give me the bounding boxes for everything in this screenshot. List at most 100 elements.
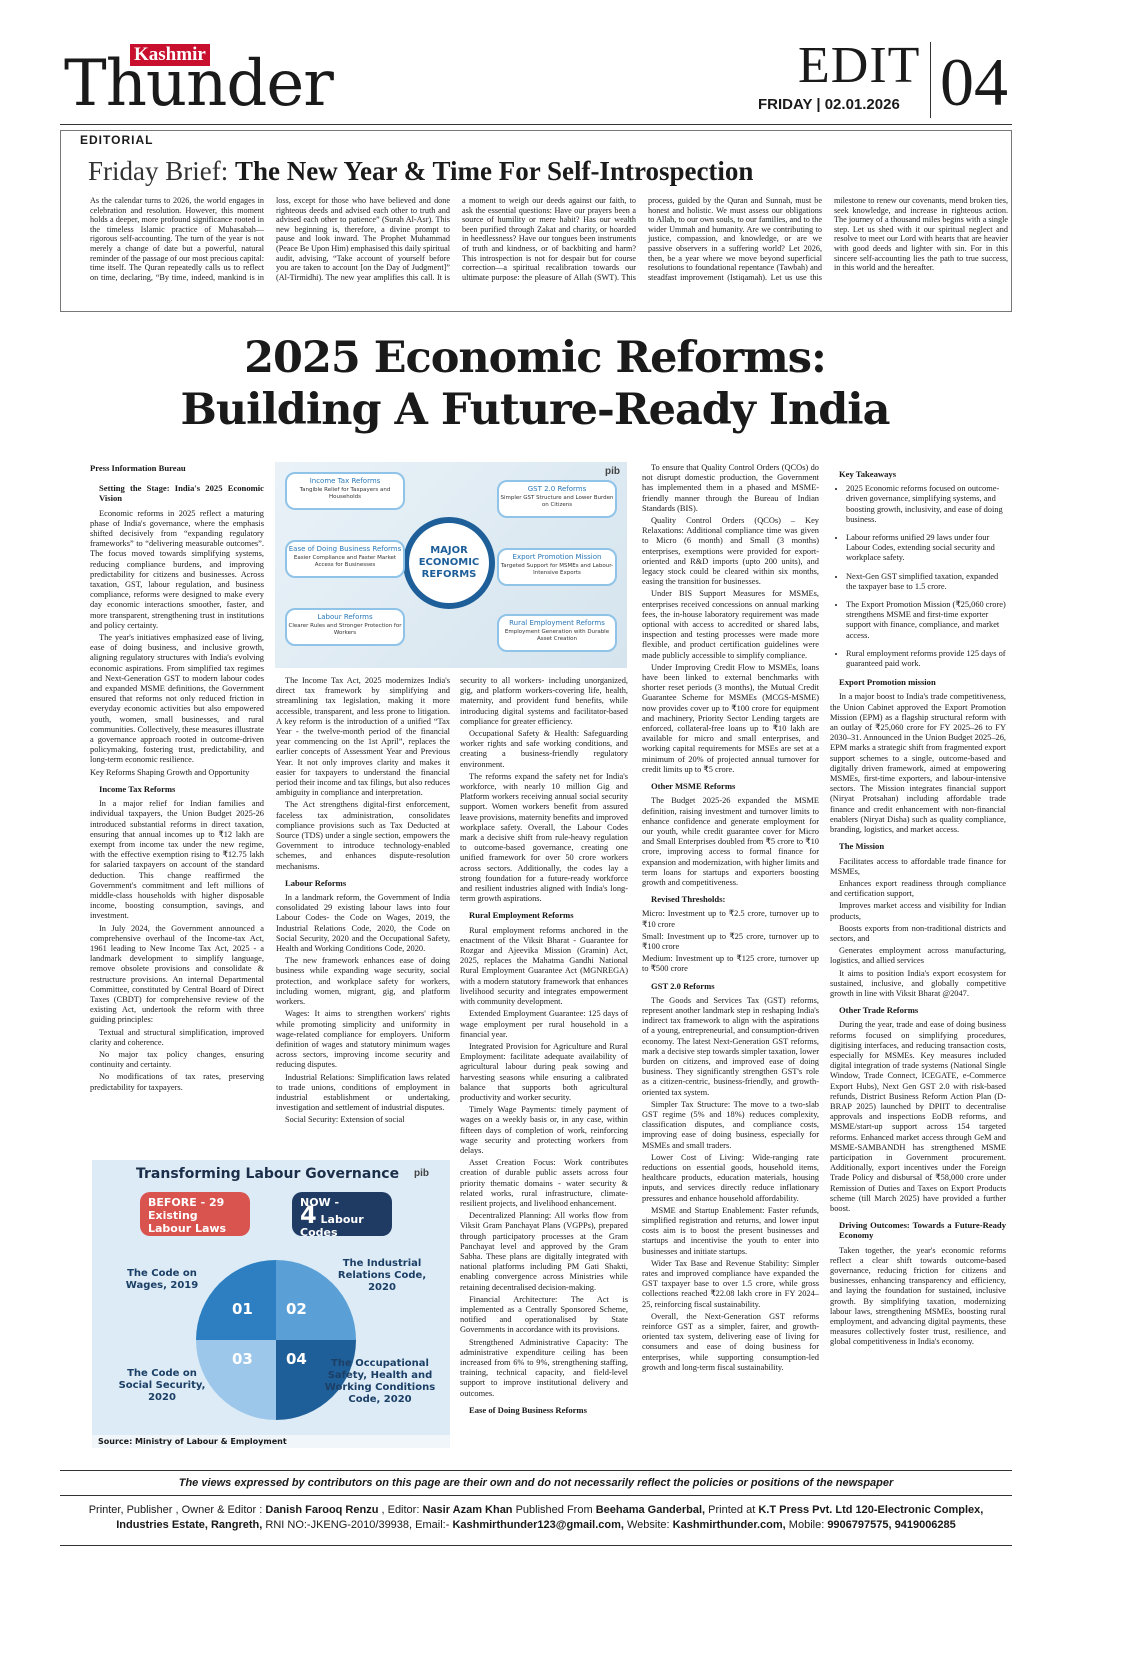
rule	[60, 1470, 1012, 1471]
editorial-box	[60, 130, 1012, 312]
subheading: Driving Outcomes: Towards a Future-Ready…	[839, 1220, 1006, 1241]
bullet: Next-Gen GST simplified taxation, expand…	[846, 572, 1006, 592]
paragraph: Integrated Provision for Agriculture and…	[460, 1041, 628, 1102]
paragraph: Overall, the Next-Generation GST reforms…	[642, 1311, 819, 1372]
paragraph: Simpler Tax Structure: The move to a two…	[642, 1099, 819, 1150]
hub: MAJOR ECONOMIC REFORMS	[403, 517, 495, 609]
paragraph: Rural employment reforms anchored in the…	[460, 925, 628, 1007]
code-number: 01	[232, 1300, 253, 1318]
title-prefix: Friday Brief:	[88, 156, 229, 186]
paragraph: Generates employment across manufacturin…	[830, 946, 1006, 966]
section-name: EDIT	[798, 37, 921, 94]
subheading: Key Takeaways	[839, 469, 897, 479]
paragraph: Extended Employment Guarantee: 125 days …	[460, 1009, 628, 1039]
code-name: The Code on Social Security, 2020	[118, 1368, 206, 1403]
imprint-text: Printed at	[705, 1504, 759, 1516]
subheading: Rural Employment Reforms	[469, 910, 574, 921]
headline-line: Building A Future-Ready India	[180, 385, 891, 435]
paragraph: In a landmark reform, the Government of …	[276, 893, 450, 954]
imprint-text: Printer, Publisher , Owner & Editor :	[88, 1504, 266, 1516]
paragraph: Decentralized Planning: All works flow f…	[460, 1211, 628, 1292]
now-prefix: NOW -	[300, 1196, 340, 1209]
column: The Income Tax Act, 2025 modernizes Indi…	[276, 676, 450, 1451]
quadrant	[196, 1260, 276, 1340]
reform-title: Export Promotion Mission	[512, 553, 602, 561]
paragraph: No major tax policy changes, ensuring co…	[90, 1049, 264, 1070]
code-name: The Occupational Safety, Health and Work…	[324, 1358, 436, 1405]
reform-subtitle: Tangible Relief for Taxpayers and Househ…	[299, 487, 391, 500]
paragraph: Textual and structural simplification, i…	[90, 1027, 264, 1047]
rule	[60, 1495, 1012, 1496]
paragraph: The new framework enhances ease of doing…	[276, 956, 450, 1007]
paragraph: Social Security: Extension of social	[285, 1115, 405, 1125]
paragraph: Quality Control Orders (QCOs) – Key Rela…	[642, 516, 819, 587]
page-number: 04	[940, 44, 1008, 120]
paragraph: Lower Cost of Living: Wide-ranging rate …	[642, 1152, 819, 1203]
reforms-infographic: MAJOR ECONOMIC REFORMS pib Income Tax Re…	[275, 462, 627, 668]
byline: Press Information Bureau	[90, 463, 186, 473]
imprint-text: K.T Press Pvt. Ltd 120-Electronic Comple…	[758, 1504, 984, 1516]
brand: Thunder	[64, 47, 334, 121]
imprint-text: Danish Farooq Renzu	[265, 1504, 379, 1516]
editorial-text: As the calendar turns to 2026, the world…	[90, 196, 1008, 282]
paragraph: Wider Tax Base and Revenue Stability: Si…	[642, 1258, 819, 1309]
rule	[60, 124, 1012, 125]
imprint-text: Beehama Ganderbal,	[595, 1504, 706, 1516]
imprint-text: Kashmirthunder123@gmail.com,	[452, 1519, 624, 1531]
before-badge: BEFORE - 29 Existing Labour Laws	[140, 1192, 250, 1236]
reform-title: GST 2.0 Reforms	[527, 485, 587, 493]
paragraph: During the year, trade and ease of doing…	[830, 1020, 1006, 1213]
paragraph: Key Reforms Shaping Growth and Opportuni…	[90, 767, 250, 777]
subheading: Ease of Doing Business Reforms	[469, 1404, 587, 1415]
column: Press Information Bureau Setting the Sta…	[90, 463, 264, 1155]
bullet: 2025 Economic reforms focused on outcome…	[846, 484, 1006, 525]
reform-subtitle: Easier Compliance and Faster Market Acce…	[293, 555, 397, 568]
imprint-text: Website:	[623, 1519, 673, 1531]
paragraph: Facilitates access to affordable trade f…	[830, 856, 1006, 876]
imprint-text: , Editor:	[378, 1504, 423, 1516]
quadrant	[276, 1260, 356, 1340]
paragraph: security to all workers- including unorg…	[460, 676, 628, 726]
reform-subtitle: Clearer Rules and Stronger Protection fo…	[288, 623, 402, 636]
column: security to all workers- including unorg…	[460, 676, 628, 1461]
headline: 2025 Economic Reforms: Building A Future-…	[60, 332, 1010, 436]
paragraph: In a major relief for Indian families an…	[90, 799, 264, 921]
column: To ensure that Quality Control Orders (Q…	[642, 463, 819, 1461]
paragraph: The Income Tax Act, 2025 modernizes Indi…	[276, 676, 450, 798]
imprint-text: Mobile:	[785, 1519, 828, 1531]
reform-box: Income Tax Reforms Tangible Relief for Ta…	[285, 472, 405, 510]
imprint-text: RNI NO:-JKENG-2010/39938, Email:-	[262, 1519, 453, 1531]
paragraph: Under Improving Credit Flow to MSMEs, lo…	[642, 662, 819, 774]
subheading: Export Promotion mission	[839, 677, 936, 688]
reform-subtitle: Employment Generation with Durable Asset…	[504, 629, 610, 642]
now-number: 4	[300, 1201, 317, 1229]
paragraph: The Goods and Services Tax (GST) reforms…	[642, 995, 819, 1097]
quadrants	[196, 1260, 356, 1420]
paragraph: Strengthened Administrative Capacity: Th…	[460, 1337, 628, 1398]
paragraph: Taken together, the year's economic refo…	[830, 1245, 1006, 1347]
now-suffix: Labour Codes	[300, 1213, 364, 1239]
logo: pib	[414, 1168, 429, 1179]
paragraph: Medium: Investment up to ₹125 crore, tur…	[642, 954, 819, 974]
imprint-text: 9906797575, 9419006285	[827, 1519, 956, 1531]
reform-subtitle: Targeted Support for MSMEs and Labour-In…	[500, 563, 614, 576]
paragraph: The Budget 2025-26 expanded the MSME def…	[642, 796, 819, 887]
issue-date: FRIDAY | 02.01.2026	[758, 96, 900, 113]
bullet: The Export Promotion Mission (₹25,060 cr…	[846, 600, 1006, 641]
quadrant	[276, 1340, 356, 1420]
editorial-title: Friday Brief: The New Year & Time For Se…	[88, 156, 753, 187]
bullet-list: 2025 Economic reforms focused on outcome…	[830, 484, 1006, 669]
paragraph: Industrial Relations: Simplification law…	[276, 1072, 450, 1113]
subheading: Labour Reforms	[285, 877, 347, 888]
subheading: Income Tax Reforms	[99, 783, 176, 794]
source: Source: Ministry of Labour & Employment	[92, 1435, 450, 1448]
imprint-text: Nasir Azam Khan	[422, 1504, 513, 1516]
reform-title: Rural Employment Reforms	[509, 619, 605, 627]
divider	[930, 42, 931, 118]
paragraph: Boosts exports from non-traditional dist…	[830, 923, 1006, 943]
subheading: The Mission	[839, 841, 885, 852]
code-number: 03	[232, 1350, 253, 1368]
paragraph: Economic reforms in 2025 reflect a matur…	[90, 508, 264, 630]
reform-subtitle: Simpler GST Structure and Lower Burden o…	[500, 495, 614, 508]
